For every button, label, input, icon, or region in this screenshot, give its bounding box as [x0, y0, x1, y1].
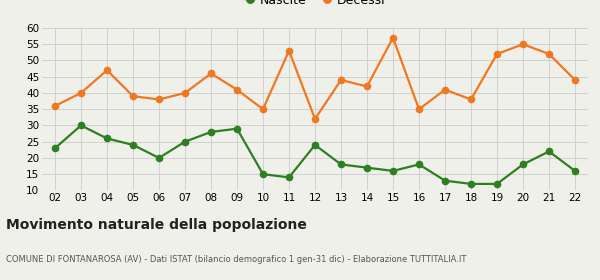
Text: COMUNE DI FONTANAROSA (AV) - Dati ISTAT (bilancio demografico 1 gen-31 dic) - El: COMUNE DI FONTANAROSA (AV) - Dati ISTAT …: [6, 255, 466, 264]
Decessi: [415, 108, 422, 111]
Decessi: [545, 52, 553, 56]
Nascite: [337, 163, 344, 166]
Nascite: [208, 130, 215, 134]
Nascite: [467, 182, 475, 186]
Nascite: [520, 163, 527, 166]
Decessi: [208, 72, 215, 75]
Line: Decessi: Decessi: [52, 35, 578, 122]
Nascite: [364, 166, 371, 169]
Decessi: [259, 108, 266, 111]
Decessi: [493, 52, 500, 56]
Decessi: [181, 91, 188, 95]
Legend: Nascite, Decessi: Nascite, Decessi: [240, 0, 390, 12]
Nascite: [545, 150, 553, 153]
Nascite: [233, 127, 241, 130]
Nascite: [52, 146, 59, 150]
Decessi: [103, 69, 110, 72]
Nascite: [389, 169, 397, 172]
Decessi: [571, 78, 578, 82]
Decessi: [130, 95, 137, 98]
Text: Movimento naturale della popolazione: Movimento naturale della popolazione: [6, 218, 307, 232]
Decessi: [155, 98, 163, 101]
Decessi: [286, 49, 293, 52]
Nascite: [493, 182, 500, 186]
Nascite: [77, 124, 85, 127]
Decessi: [233, 88, 241, 91]
Nascite: [103, 137, 110, 140]
Decessi: [389, 36, 397, 39]
Decessi: [52, 104, 59, 108]
Line: Nascite: Nascite: [52, 122, 578, 187]
Decessi: [77, 91, 85, 95]
Nascite: [259, 172, 266, 176]
Nascite: [181, 140, 188, 143]
Nascite: [155, 156, 163, 160]
Decessi: [520, 43, 527, 46]
Decessi: [337, 78, 344, 82]
Nascite: [442, 179, 449, 182]
Decessi: [364, 85, 371, 88]
Decessi: [442, 88, 449, 91]
Nascite: [130, 143, 137, 147]
Nascite: [286, 176, 293, 179]
Decessi: [467, 98, 475, 101]
Nascite: [571, 169, 578, 172]
Nascite: [415, 163, 422, 166]
Nascite: [311, 143, 319, 147]
Decessi: [311, 117, 319, 121]
